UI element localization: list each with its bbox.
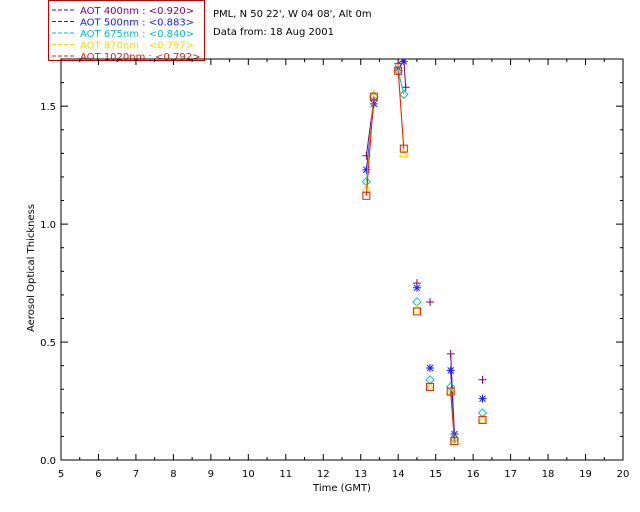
y-tick-label: 1.0 [40,220,56,231]
plot-frame [60,58,624,461]
legend-label: AOT 1020nm : <0.792> [80,52,200,63]
data-point-asterisk [478,394,487,403]
x-tick-label: 15 [429,469,442,480]
series-0 [362,59,487,439]
y-tick-label: 1.5 [40,102,56,113]
x-tick-label: 5 [58,469,64,480]
data-point-plus [478,375,487,384]
y-tick-label: 0.5 [40,338,56,349]
data-point-square [426,382,435,391]
series-2 [361,66,488,444]
x-tick-label: 17 [504,469,517,480]
data-point-asterisk [369,99,378,108]
x-tick-label: 11 [279,469,292,480]
data-point-diamond [445,382,456,392]
legend: AOT 400nm : <0.920>AOT 500nm : <0.883>AO… [48,0,205,63]
data-point-triangle [425,381,435,391]
y-tick-label: 0.0 [40,456,56,467]
series-1 [362,59,487,439]
legend-label: AOT 400nm : <0.920> [80,6,194,17]
x-tick-label: 10 [242,469,255,480]
data-point-asterisk [446,366,455,375]
data-point-square [369,92,378,101]
x-tick-label: 16 [467,469,480,480]
legend-label: AOT 870nm : <0.797> [80,41,194,52]
data-point-square [362,191,371,200]
x-tick-label: 19 [579,469,592,480]
data-point-triangle [412,304,422,313]
x-tick-label: 8 [170,469,176,480]
x-tick-label: 9 [208,469,214,480]
data-point-square [478,415,487,424]
x-tick-label: 18 [542,469,555,480]
data-point-square [394,66,403,75]
x-tick-label: 12 [317,469,330,480]
data-point-square [412,307,421,316]
series-line-segment [365,96,375,196]
legend-label: AOT 500nm : <0.883> [80,18,194,29]
x-tick-label: 13 [354,469,367,480]
data-point-asterisk [399,59,408,66]
y-axis-label: Aerosol Optical Thickness [26,204,37,332]
data-point-asterisk [426,364,435,373]
data-point-plus [446,349,455,358]
station-info: PML, N 50 22', W 04 08', Alt 0m [213,9,372,20]
x-tick-label: 6 [95,469,101,480]
x-tick-label: 14 [392,469,405,480]
x-axis-label: Time (GMT) [312,483,371,494]
legend-label: AOT 675nm : <0.840> [80,29,194,40]
data-point-square [446,387,455,396]
data-point-triangle [449,436,460,445]
series-line-segment [450,391,455,442]
data-point-asterisk [362,165,371,174]
data-point-asterisk [412,283,421,292]
x-tick-label: 7 [133,469,139,480]
legend-box [48,0,205,61]
date-info: Data from: 18 Aug 2001 [213,27,334,38]
data-point-triangle [398,148,409,157]
data-point-square [450,437,459,446]
data-point-plus [401,83,410,92]
series-layer [361,59,488,446]
series-line-segment [397,70,405,149]
data-point-plus [426,297,435,306]
data-point-diamond [399,89,409,100]
axis-ticks: 5 6 7 8 9 10 11 12 13 14 15 16 17 18 19 20 0.0 0.5 1.0 1.5 [40,59,629,480]
x-tick-label: 20 [617,469,630,480]
data-point-square [399,144,408,153]
series-4 [362,66,487,446]
series-3 [361,63,488,445]
